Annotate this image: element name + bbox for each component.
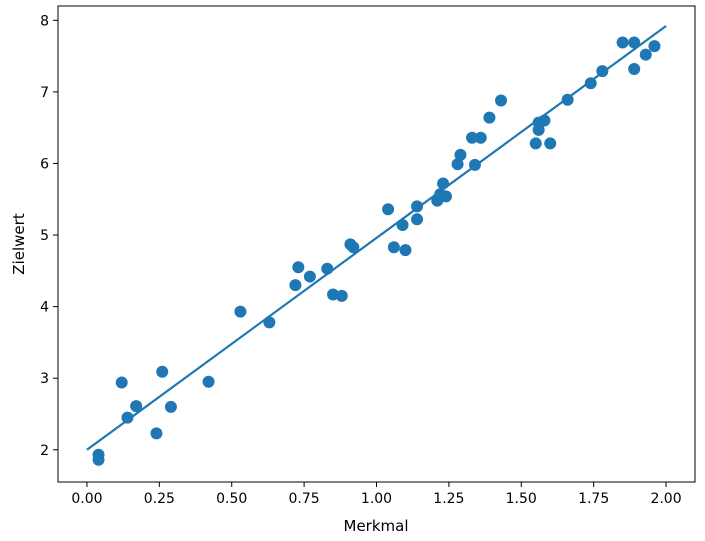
data-point <box>495 94 508 107</box>
data-point <box>411 213 424 226</box>
x-tick-label: 0.50 <box>216 491 247 507</box>
y-tick-label: 4 <box>40 300 49 316</box>
data-point <box>92 453 105 466</box>
x-tick-label: 1.00 <box>361 491 392 507</box>
data-point <box>437 177 450 190</box>
regression-line-group <box>86 25 667 451</box>
x-tick-label: 0.00 <box>71 491 102 507</box>
data-point <box>335 289 348 302</box>
data-point <box>303 270 316 283</box>
x-axis-label: Merkmal <box>344 517 409 535</box>
data-point <box>150 427 163 440</box>
y-tick-label: 3 <box>40 371 49 387</box>
data-point <box>115 376 128 389</box>
x-axis-ticks: 0.00 0.25 0.50 0.75 1.00 1.25 1.50 1.75 2.00 <box>71 482 682 507</box>
data-point <box>164 400 177 413</box>
regression-line <box>86 25 667 451</box>
data-point <box>382 203 395 216</box>
y-tick-label: 6 <box>40 156 49 172</box>
data-point <box>529 137 542 150</box>
y-tick-label: 5 <box>40 228 49 244</box>
data-point <box>289 279 302 292</box>
x-tick-label: 1.50 <box>506 491 537 507</box>
y-tick-label: 7 <box>40 85 49 101</box>
data-point <box>399 244 412 257</box>
data-point <box>347 241 360 254</box>
plot-area <box>57 5 696 483</box>
y-tick-label: 8 <box>40 13 49 29</box>
y-axis-label: Zielwert <box>10 213 28 275</box>
data-point <box>202 375 215 388</box>
data-point <box>451 158 464 171</box>
data-point <box>584 77 597 90</box>
data-point <box>483 111 496 124</box>
data-point <box>234 305 247 318</box>
data-point <box>628 62 641 75</box>
data-point <box>628 36 641 49</box>
x-tick-label: 1.75 <box>578 491 609 507</box>
x-tick-label: 0.75 <box>289 491 320 507</box>
data-point <box>466 131 479 144</box>
data-point <box>544 137 557 150</box>
data-points <box>92 36 661 466</box>
data-point <box>648 40 661 53</box>
y-axis-ticks: 2 3 4 5 6 7 8 <box>40 13 58 459</box>
data-point <box>130 400 143 413</box>
x-tick-label: 1.25 <box>433 491 464 507</box>
data-point <box>439 190 452 203</box>
data-point <box>121 411 134 424</box>
data-point <box>454 148 467 161</box>
data-point <box>156 365 169 378</box>
data-point <box>387 241 400 254</box>
x-tick-label: 0.25 <box>144 491 175 507</box>
data-point <box>616 36 629 49</box>
x-tick-label: 2.00 <box>650 491 681 507</box>
data-point <box>292 261 305 274</box>
data-point <box>474 131 487 144</box>
y-tick-label: 2 <box>40 443 49 459</box>
data-point <box>639 48 652 61</box>
